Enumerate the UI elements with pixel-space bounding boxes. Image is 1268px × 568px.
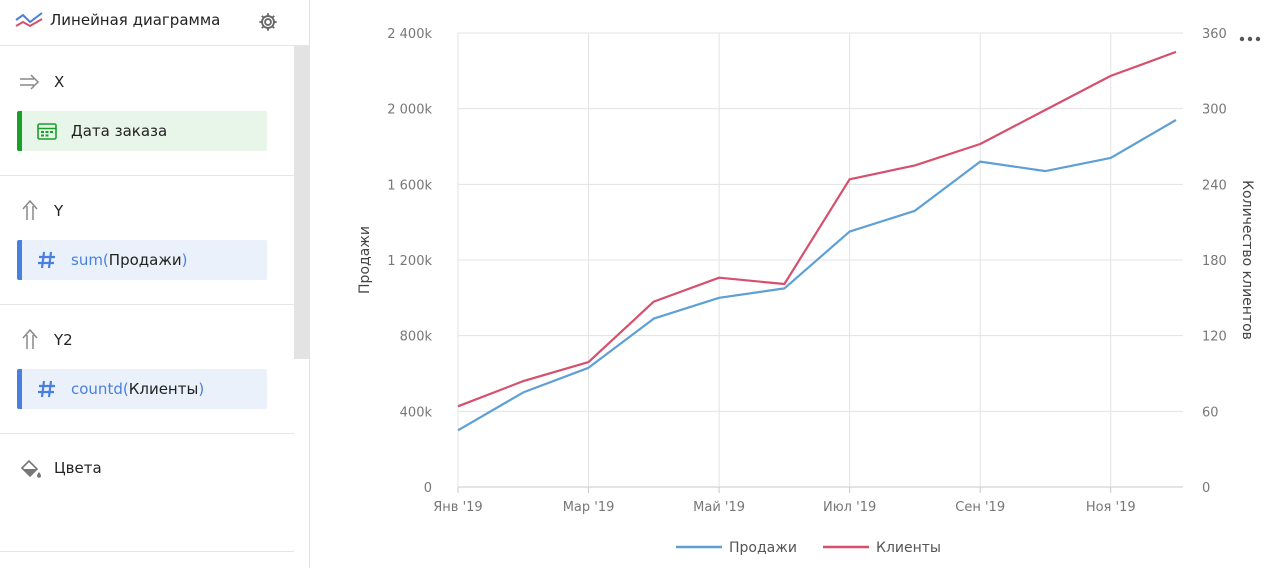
line-chart: 0 400k 800k 1 200k 1 600k 2 000k 2 400k 0 60 120 1… (357, 27, 1255, 556)
field-argument: Клиенты (128, 380, 199, 398)
section-title-colors: Цвета (54, 459, 102, 477)
panel-scrollbar-thumb[interactable] (294, 46, 309, 359)
y2-tick-label: 120 (1202, 330, 1227, 345)
gear-icon[interactable] (257, 11, 279, 33)
y-tick-label: 400k (400, 405, 433, 420)
calendar-icon (37, 123, 57, 140)
line-chart-icon[interactable] (14, 10, 44, 30)
x-tick-label: Янв '19 (433, 500, 482, 515)
y-tick-label: 1 200k (387, 254, 432, 269)
section-title-y2: Y2 (54, 331, 73, 349)
field-function: countd( (71, 380, 129, 398)
wizard-panel: Линейная диаграмма X Дата заказа (0, 0, 310, 568)
y2-tick-label: 60 (1202, 405, 1219, 420)
field-sum-sales[interactable]: sum(Продажи) (17, 240, 267, 280)
y2-axis-label: Количество клиентов (1239, 180, 1255, 340)
field-label: Дата заказа (71, 122, 168, 140)
y2-tick-label: 240 (1202, 178, 1227, 193)
hash-icon (38, 251, 55, 269)
field-kind-bar (17, 111, 22, 151)
legend-label: Клиенты (876, 540, 941, 556)
series-line-clients (457, 50, 1177, 408)
field-label: countd(Клиенты) (71, 380, 204, 398)
y2-tick-label: 0 (1202, 481, 1210, 496)
field-function-close: ) (198, 380, 205, 398)
more-horizontal-icon[interactable] (1238, 32, 1262, 44)
section-colors[interactable]: Цвета (0, 434, 294, 552)
y-axis-label: Продажи (357, 226, 373, 294)
field-order-date[interactable]: Дата заказа (17, 111, 267, 151)
hash-icon (38, 380, 55, 398)
arrow-up-icon (22, 199, 38, 220)
chart-type-label[interactable]: Линейная диаграмма (50, 11, 221, 29)
y-tick-label: 0 (424, 481, 432, 496)
x-tick-label: Июл '19 (823, 500, 876, 515)
field-kind-bar (17, 369, 22, 409)
paint-bucket-icon (20, 459, 41, 478)
x-tick-label: Май '19 (693, 500, 745, 515)
chart-area: 0 400k 800k 1 200k 1 600k 2 000k 2 400k 0 60 120 1… (311, 0, 1268, 568)
y2-tick-label: 180 (1202, 254, 1227, 269)
arrow-right-icon (20, 74, 40, 90)
arrow-up-icon (22, 328, 38, 349)
x-tick-label: Сен '19 (955, 500, 1005, 515)
field-kind-bar (17, 240, 22, 280)
legend-label: Продажи (729, 540, 797, 556)
y-tick-label: 1 600k (387, 178, 432, 193)
y2-tick-label: 300 (1202, 103, 1227, 118)
panel-header: Линейная диаграмма (0, 0, 309, 46)
series-line-sales (457, 119, 1177, 432)
y2-tick-label: 360 (1202, 27, 1227, 42)
section-y2: Y2 countd(Клиенты) (0, 305, 294, 434)
y-tick-label: 2 400k (387, 27, 432, 42)
y-tick-label: 2 000k (387, 103, 432, 118)
field-argument: Продажи (108, 251, 182, 269)
section-y: Y sum(Продажи) (0, 176, 294, 305)
field-function-close: ) (181, 251, 188, 269)
section-title-x: X (54, 73, 65, 91)
field-countd-clients[interactable]: countd(Клиенты) (17, 369, 267, 409)
y-tick-label: 800k (400, 330, 433, 345)
section-title-y: Y (54, 202, 64, 220)
section-x: X Дата заказа (0, 47, 294, 176)
x-tick-label: Мар '19 (563, 500, 615, 515)
field-function: sum( (71, 251, 109, 269)
x-tick-label: Ноя '19 (1086, 500, 1136, 515)
field-label: sum(Продажи) (71, 251, 187, 269)
